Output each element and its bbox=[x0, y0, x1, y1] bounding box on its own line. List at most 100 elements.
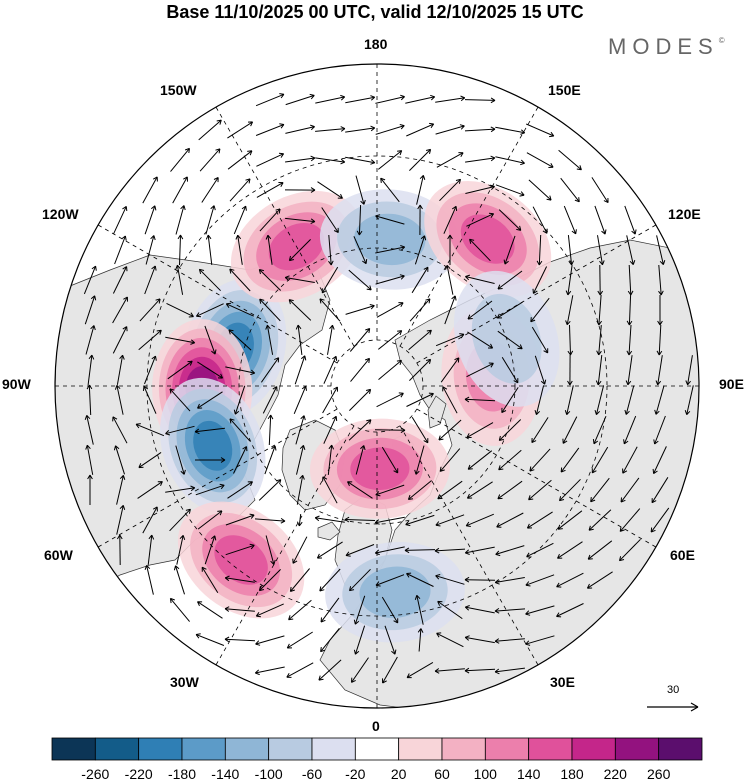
wind-arrow bbox=[172, 176, 188, 204]
wind-arrow bbox=[319, 568, 341, 592]
colorbar-swatch bbox=[614, 737, 660, 761]
colorbar-swatch bbox=[441, 737, 486, 761]
wind-arrow bbox=[526, 511, 553, 529]
colorbar-swatch bbox=[528, 737, 573, 761]
wind-arrow bbox=[464, 546, 495, 555]
wind-arrow bbox=[258, 569, 281, 592]
wind-arrow bbox=[626, 324, 633, 356]
wind-arrow bbox=[258, 479, 282, 501]
wind-arrow bbox=[378, 359, 402, 380]
wind-arrow bbox=[534, 355, 547, 385]
wind-arrow bbox=[596, 325, 602, 356]
wind-arrow bbox=[353, 625, 366, 655]
wind-arrow bbox=[204, 535, 217, 565]
wind-arrow bbox=[526, 152, 554, 168]
wind-arrow bbox=[619, 508, 641, 532]
wind-arrow bbox=[194, 427, 225, 435]
wind-arrow bbox=[405, 94, 436, 104]
wind-arrow bbox=[532, 266, 548, 294]
wind-arrow bbox=[356, 204, 363, 236]
meridian-line bbox=[416, 408, 657, 548]
wind-arrow bbox=[264, 445, 277, 475]
wind-arrow bbox=[147, 534, 155, 565]
wind-arrow bbox=[197, 510, 223, 530]
wind-arrow bbox=[322, 386, 338, 414]
latitude-circle bbox=[238, 247, 516, 525]
anomaly-contour bbox=[214, 535, 268, 585]
anomaly-neg-labrador bbox=[159, 377, 266, 514]
wind-arrow bbox=[348, 269, 372, 291]
wind-arrow bbox=[284, 275, 315, 283]
colorbar-swatch bbox=[138, 737, 183, 761]
wind-arrow bbox=[684, 385, 694, 415]
wind-arrow bbox=[624, 385, 635, 415]
wind-arrow bbox=[496, 512, 524, 528]
wind-arrow bbox=[465, 184, 495, 194]
wind-arrow bbox=[567, 324, 574, 356]
wind-arrow bbox=[562, 416, 578, 444]
wind-arrow bbox=[204, 325, 217, 355]
wind-arrow bbox=[406, 661, 434, 679]
lon-label-120w: 120W bbox=[42, 206, 79, 222]
wind-arrow bbox=[255, 603, 284, 618]
wind-arrow bbox=[288, 299, 312, 321]
colorbar-swatch bbox=[268, 737, 313, 761]
wind-arrow bbox=[437, 600, 463, 620]
wind-arrow bbox=[525, 605, 555, 616]
wind-arrow bbox=[353, 595, 366, 625]
wind-arrow bbox=[434, 547, 466, 554]
wind-arrow bbox=[195, 303, 224, 318]
meridian-line bbox=[399, 106, 539, 347]
wind-arrow bbox=[436, 152, 464, 168]
meridian-line bbox=[416, 224, 657, 364]
wind-arrow bbox=[438, 419, 462, 441]
wind-arrow bbox=[594, 385, 605, 415]
wind-arrow bbox=[528, 179, 552, 201]
wind-arrow bbox=[565, 295, 574, 326]
wind-arrow bbox=[405, 514, 435, 527]
wind-arrow bbox=[377, 330, 403, 350]
wind-arrow bbox=[112, 266, 128, 294]
wind-arrow bbox=[560, 447, 580, 473]
wind-arrow bbox=[417, 204, 423, 236]
brand-mark: © bbox=[718, 36, 725, 45]
wind-arrow bbox=[437, 480, 463, 500]
land-novaya-zemlya bbox=[427, 395, 447, 429]
wind-arrow bbox=[195, 457, 226, 463]
wind-arrow bbox=[464, 576, 496, 583]
colorbar-swatch bbox=[181, 737, 226, 761]
wind-arrow bbox=[526, 542, 554, 558]
wind-arrow bbox=[565, 265, 573, 296]
anomaly-contour bbox=[354, 213, 426, 266]
lon-label-120e: 120E bbox=[668, 206, 701, 222]
wind-arrow bbox=[626, 235, 636, 265]
colorbar-tick-label: 260 bbox=[647, 766, 671, 782]
wind-arrow bbox=[165, 425, 195, 436]
wind-arrow bbox=[497, 270, 523, 290]
wind-arrow bbox=[434, 668, 465, 674]
wind-arrow bbox=[494, 667, 525, 675]
wind-arrow bbox=[380, 177, 400, 203]
colorbar-swatch bbox=[354, 737, 400, 761]
wind-arrow bbox=[292, 536, 308, 564]
colorbar bbox=[51, 737, 703, 761]
wind-arrow bbox=[254, 517, 286, 524]
wind-arrow bbox=[530, 297, 550, 323]
reference-vector-label: 30 bbox=[667, 684, 680, 696]
wind-arrow bbox=[594, 205, 607, 235]
wind-arrow bbox=[466, 212, 495, 227]
wind-arrow bbox=[293, 385, 307, 414]
wind-arrow bbox=[375, 274, 405, 285]
wind-arrow bbox=[255, 123, 285, 136]
lon-label-30e: 30E bbox=[550, 674, 575, 690]
wind-arrow bbox=[318, 659, 342, 681]
colorbar-tick-label: 220 bbox=[603, 766, 627, 782]
wind-arrow bbox=[656, 324, 663, 356]
wind-arrow bbox=[116, 475, 126, 505]
wind-arrow bbox=[113, 205, 128, 234]
wind-arrow bbox=[464, 667, 496, 674]
wind-arrow bbox=[144, 205, 157, 235]
wind-arrow bbox=[495, 156, 525, 166]
wind-arrow bbox=[498, 419, 522, 441]
wind-arrow bbox=[323, 415, 338, 444]
